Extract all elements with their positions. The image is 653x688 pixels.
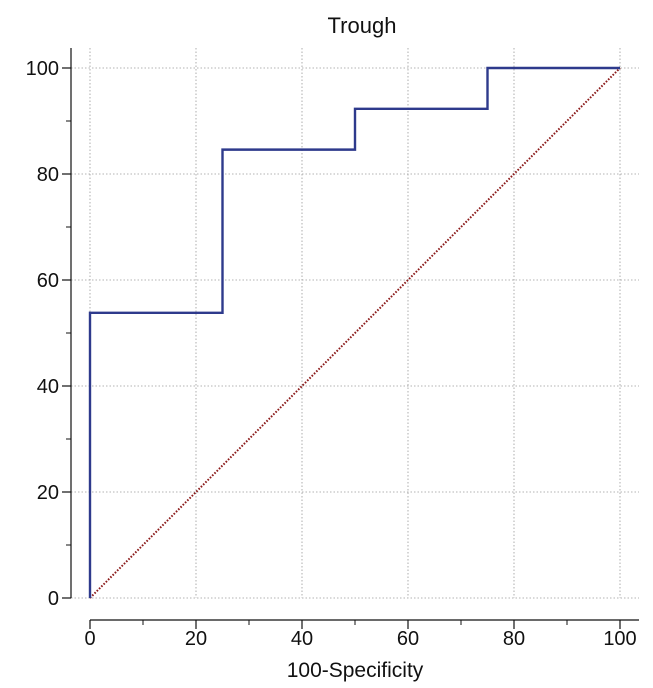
y-tick-label: 80 <box>37 164 59 186</box>
x-tick-label: 80 <box>503 628 525 650</box>
reference-diagonal-line <box>89 67 621 599</box>
y-tick-label: 100 <box>26 58 59 80</box>
series <box>88 66 621 599</box>
roc-curve-line <box>88 66 620 598</box>
x-tick-label: 20 <box>185 628 207 650</box>
x-tick-label: 100 <box>603 628 636 650</box>
x-axis-label: 100-Specificity <box>287 659 424 682</box>
x-tick-label: 40 <box>291 628 313 650</box>
grid <box>71 48 639 599</box>
y-tick-label: 20 <box>37 482 59 504</box>
x-tick-label: 60 <box>397 628 419 650</box>
chart-title: Trough <box>328 13 397 38</box>
y-tick-label: 0 <box>48 588 59 610</box>
axes <box>70 48 639 621</box>
y-tick-label: 60 <box>37 270 59 292</box>
x-tick-label: 0 <box>84 628 95 650</box>
ticks: 0 20 40 60 80 100 0 20 40 60 80 100 <box>26 58 637 650</box>
y-tick-label: 40 <box>37 376 59 398</box>
